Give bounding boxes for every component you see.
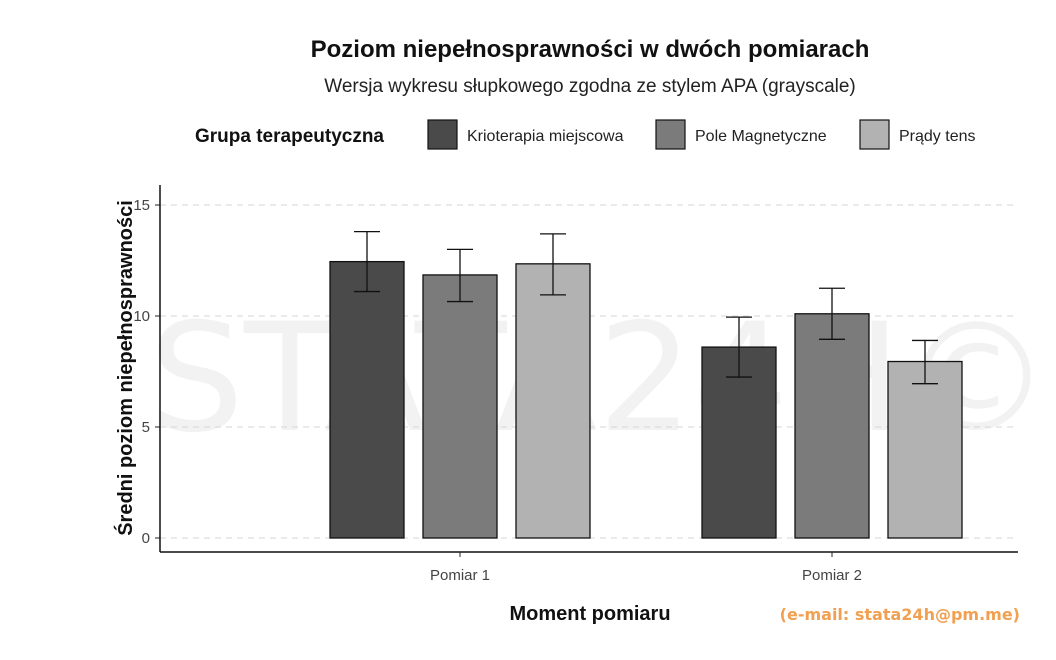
legend-title: Grupa terapeutyczna (195, 126, 384, 147)
legend-swatch (427, 119, 458, 150)
legend-swatch (655, 119, 686, 150)
x-tick-label: Pomiar 2 (802, 567, 862, 584)
bar (701, 346, 777, 539)
error-bars (354, 230, 938, 385)
y-tick-label: 15 (133, 197, 150, 214)
bar (329, 260, 405, 539)
footer-email: (e-mail: stata24h@pm.me) (780, 605, 1020, 624)
bar (515, 263, 591, 539)
y-axis-title: Średni poziom niepełnosprawności (113, 200, 137, 536)
x-tick-label: Pomiar 1 (430, 567, 490, 584)
y-tick-label: 0 (142, 530, 150, 547)
chart-subtitle: Wersja wykresu słupkowego zgodna ze styl… (324, 76, 856, 97)
legend-label: Prądy tens (899, 128, 975, 145)
y-tick-label: 5 (142, 419, 150, 436)
bars (329, 260, 963, 539)
x-axis-title: Moment pomiaru (509, 603, 670, 625)
bar (794, 313, 870, 539)
legend-label: Krioterapia miejscowa (467, 128, 624, 145)
bar (422, 274, 498, 539)
legend-label: Pole Magnetyczne (695, 128, 827, 145)
axes: 0 5 10 15 Pomiar 1 Pomiar 2 (133, 185, 1018, 584)
chart-title: Poziom niepełnosprawności w dwóch pomiar… (311, 36, 870, 63)
bar (887, 360, 963, 539)
legend-swatch (859, 119, 890, 150)
legend: Grupa terapeutyczna Krioterapia miejscow… (195, 119, 975, 150)
y-tick-label: 10 (133, 308, 150, 325)
